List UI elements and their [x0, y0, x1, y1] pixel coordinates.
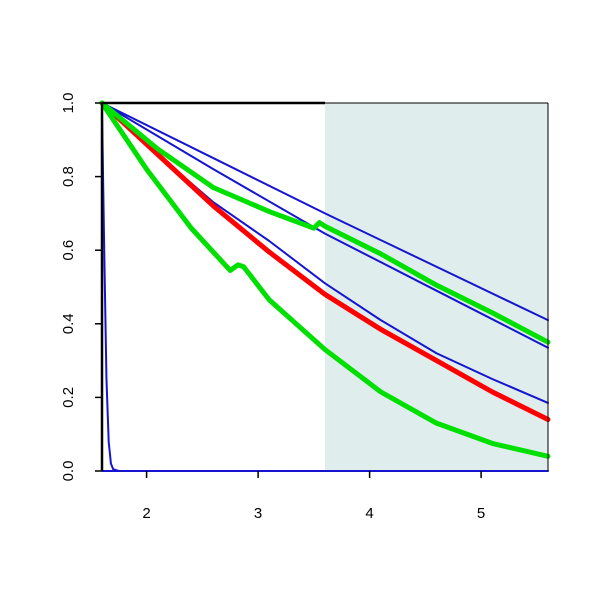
x-tick-label-4: 5 — [477, 505, 485, 522]
y-tick-label-6: 1.0 — [60, 93, 77, 114]
y-tick-label-4: 0.6 — [60, 240, 77, 261]
x-tick-label-2: 3 — [254, 505, 262, 522]
y-tick-label-3: 0.4 — [60, 313, 77, 334]
series-line-1 — [101, 102, 549, 322]
y-tick-label-1: 0.0 — [60, 461, 77, 482]
series-line-2 — [101, 102, 549, 349]
x-tick-label-3: 4 — [365, 505, 373, 522]
y-tick-label-5: 0.8 — [60, 166, 77, 187]
x-axis: 2 3 4 5 — [142, 471, 485, 522]
plot-frame — [100, 101, 549, 471]
y-axis: 0.0 0.2 0.4 0.6 0.8 1.0 — [60, 93, 102, 482]
y-tick-label-2: 0.2 — [60, 387, 77, 408]
series-line-6 — [99, 100, 551, 345]
plot-area — [99, 100, 551, 472]
series-line-5 — [99, 100, 551, 422]
x-tick-label-1: 2 — [142, 505, 150, 522]
series-line-7 — [99, 100, 551, 459]
